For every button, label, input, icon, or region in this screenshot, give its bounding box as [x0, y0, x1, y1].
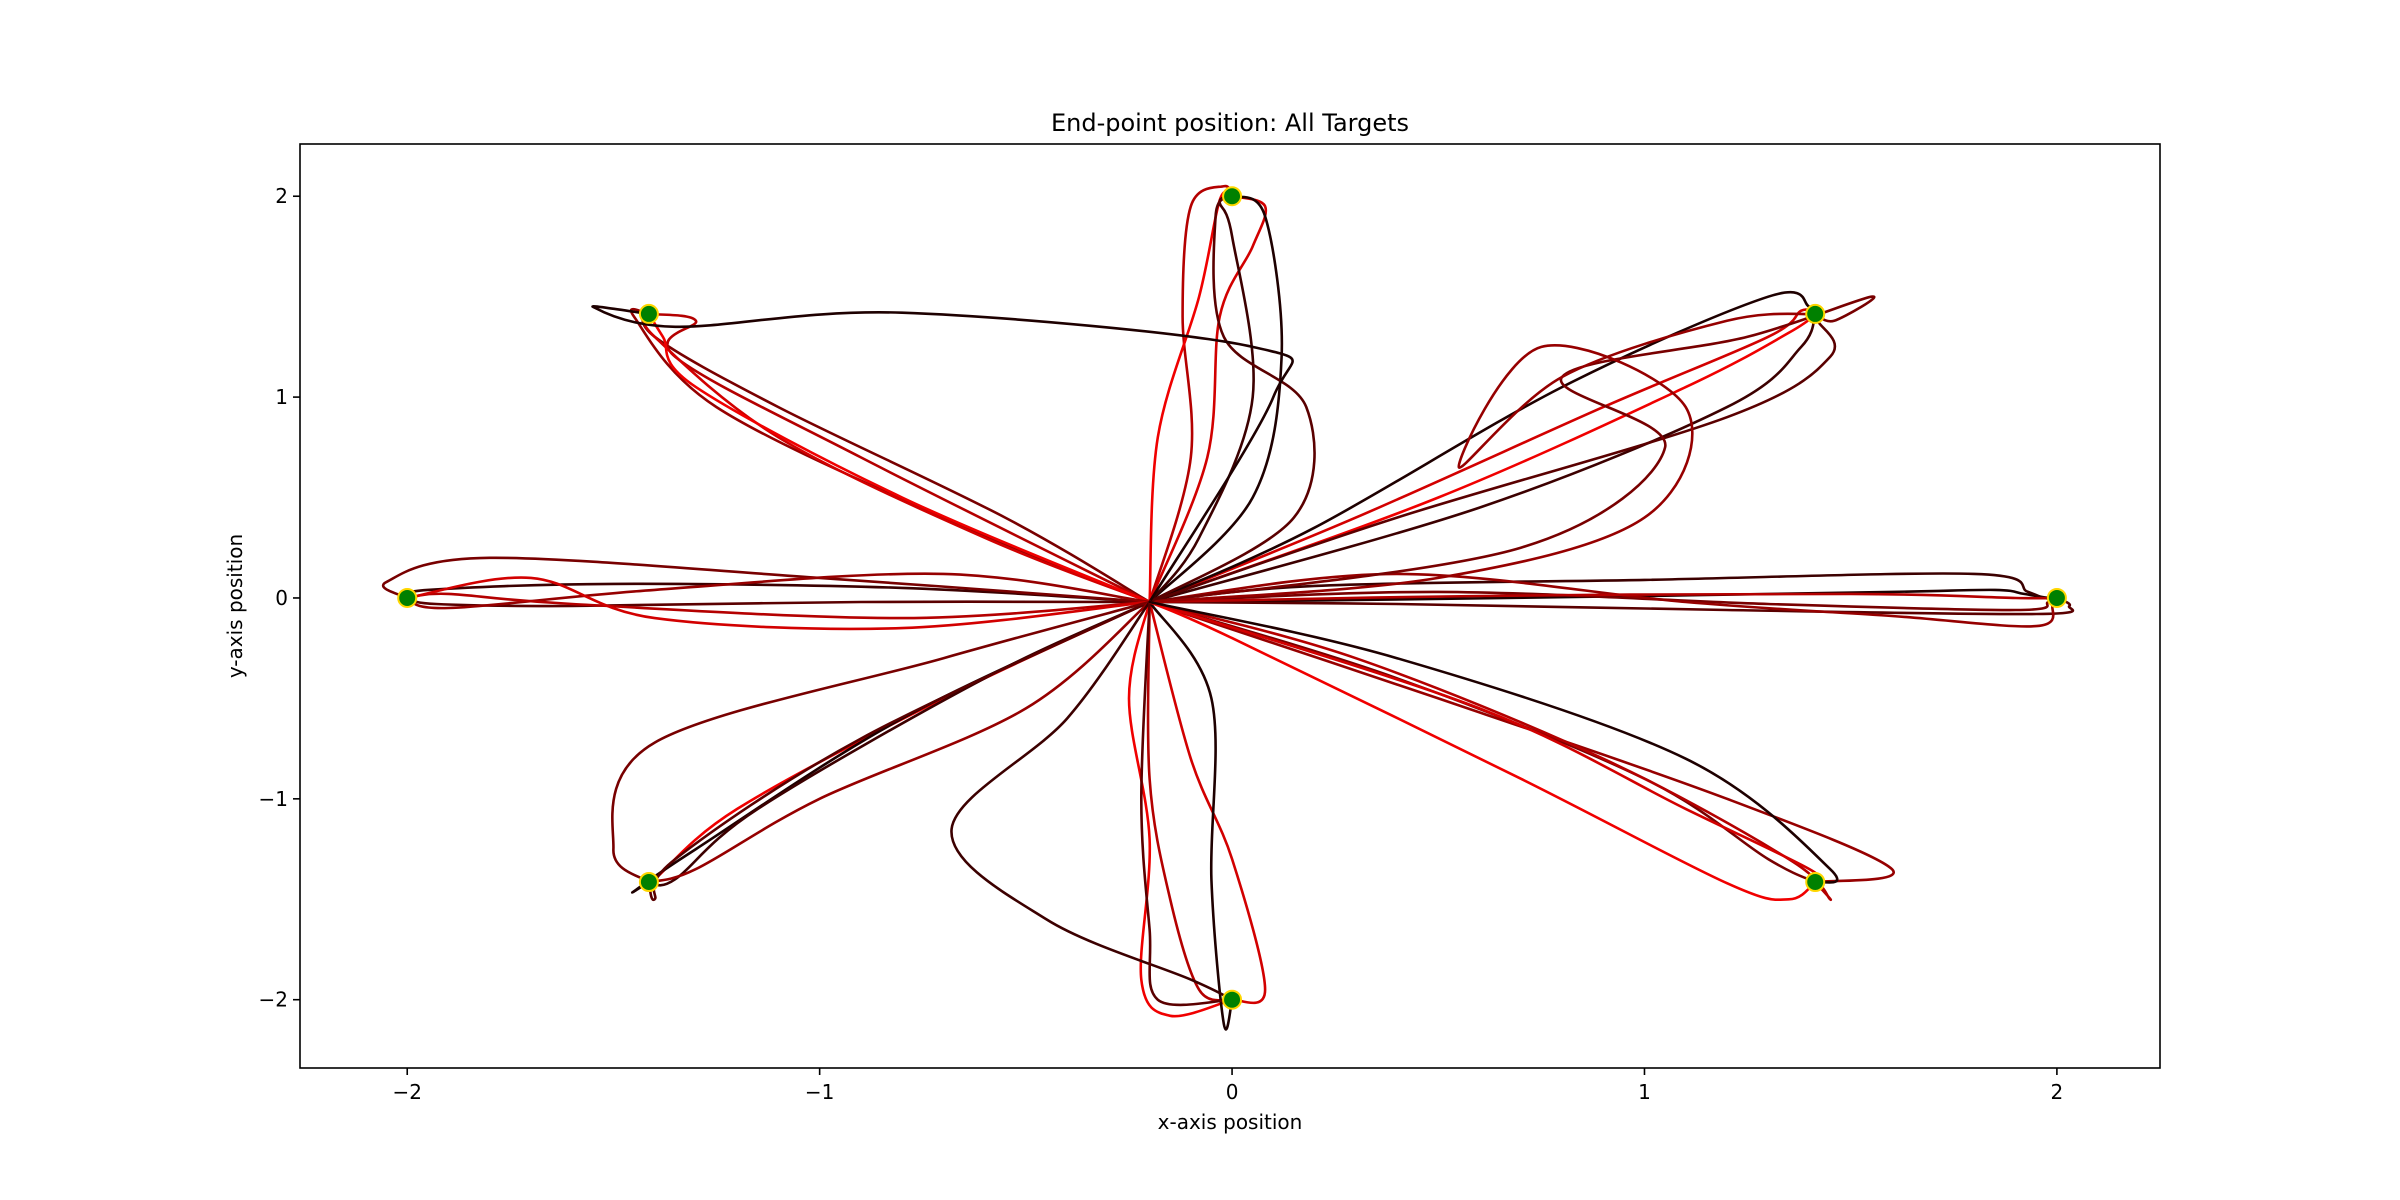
y-tick-label: 1 — [275, 385, 288, 409]
trajectory-line — [1127, 600, 1234, 1018]
trajectory-line — [1148, 572, 2059, 604]
x-tick-label: −2 — [392, 1080, 421, 1104]
x-tick-label: 2 — [2051, 1080, 2064, 1104]
x-axis: −2 −1 0 1 2 — [392, 1068, 2063, 1104]
trajectory-line — [1148, 312, 1817, 604]
target-marker — [638, 871, 659, 892]
trajectory-line — [405, 592, 1151, 620]
y-tick-label: 2 — [275, 184, 288, 208]
trajectory-line — [1140, 600, 1234, 1007]
trajectory-line — [1148, 290, 1817, 604]
trajectory-line — [1148, 592, 2059, 604]
target-marker — [1805, 303, 1826, 324]
chart-title: End-point position: All Targets — [1051, 109, 1409, 137]
y-tick-label: −1 — [259, 787, 288, 811]
trajectory-line — [382, 556, 1151, 604]
trajectory-line — [1146, 600, 1234, 1002]
x-tick-label: 0 — [1226, 1080, 1239, 1104]
trajectory-line — [647, 312, 1151, 604]
trajectory-line — [1148, 194, 1268, 604]
trajectory-line — [1148, 312, 1817, 604]
target-marker — [397, 587, 418, 608]
target-marker — [2046, 587, 2067, 608]
trajectory-line — [591, 305, 1294, 604]
trajectory-line — [647, 600, 1151, 884]
trajectory-line — [647, 312, 1151, 604]
trajectory-line — [647, 600, 1151, 902]
x-tick-label: −1 — [805, 1080, 834, 1104]
y-tick-label: −2 — [259, 988, 288, 1012]
target-marker — [1222, 989, 1243, 1010]
trajectory-line — [1148, 600, 1234, 1031]
trajectory-line — [1148, 194, 1316, 604]
trajectory-line — [642, 312, 1151, 604]
trajectory-line — [1148, 184, 1234, 604]
x-tick-label: 1 — [1638, 1080, 1651, 1104]
y-tick-label: 0 — [275, 586, 288, 610]
trajectory-line — [1148, 194, 1284, 604]
trajectory-line — [1148, 600, 1896, 884]
y-axis: −2 −1 0 1 2 — [259, 184, 300, 1012]
target-marker — [1805, 871, 1826, 892]
trajectory-line — [404, 582, 1151, 604]
y-axis-label: y-axis position — [223, 534, 247, 678]
trajectory-line — [1148, 596, 2075, 616]
target-marker — [1222, 186, 1243, 207]
trajectory-line — [405, 572, 1151, 610]
trajectory-line — [1148, 600, 1822, 884]
target-layer — [397, 186, 2067, 1010]
trajectory-line — [950, 600, 1234, 1001]
trajectory-line — [1148, 590, 2059, 612]
trajectory-line — [1148, 600, 1817, 884]
trajectory-line — [1148, 312, 1837, 604]
trajectory-line — [1148, 600, 1839, 884]
trajectory-line — [611, 600, 1151, 884]
plot-frame — [299, 143, 2161, 1069]
target-marker — [638, 303, 659, 324]
trajectory-line — [1148, 308, 1817, 604]
trajectory-line — [1148, 600, 1267, 1005]
trajectory-line — [1148, 600, 1817, 901]
trajectory-line — [405, 596, 1151, 608]
trajectory-line — [1148, 600, 1833, 902]
trajectory-line — [405, 576, 1151, 631]
x-axis-label: x-axis position — [1158, 1110, 1303, 1134]
trajectory-line — [1148, 572, 2059, 628]
